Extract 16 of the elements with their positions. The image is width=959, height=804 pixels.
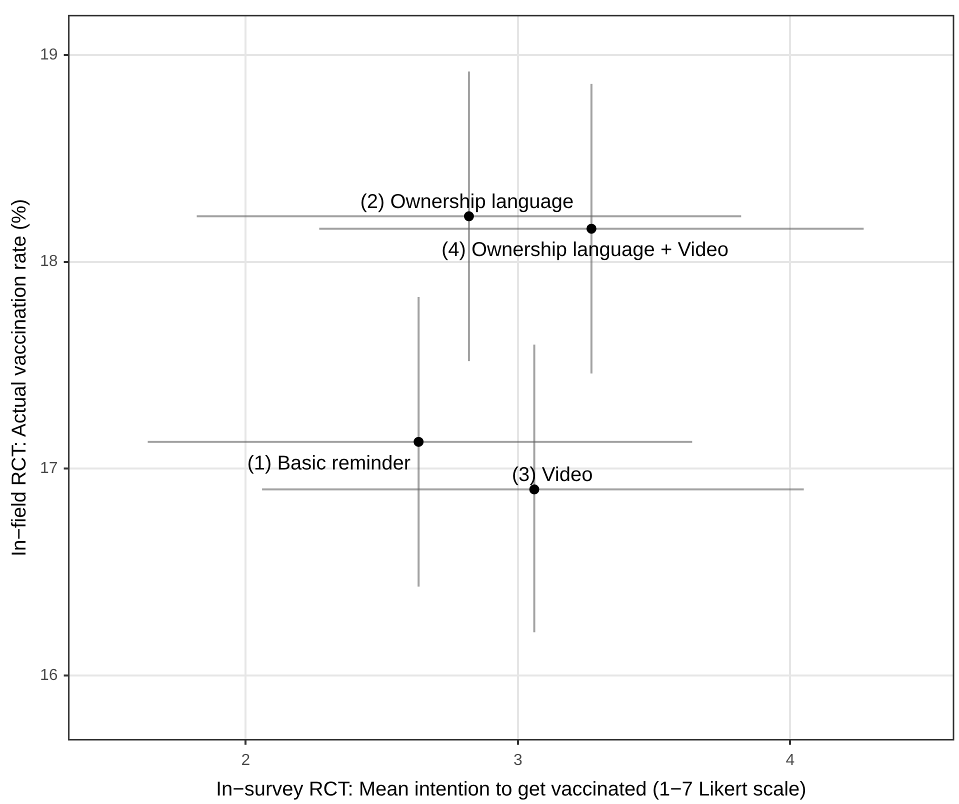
annotation: (1) Basic reminder	[247, 452, 411, 474]
annotation: (2) Ownership language	[360, 190, 574, 213]
y-tick-label: 18	[40, 253, 58, 270]
x-tick-label: 4	[786, 752, 795, 769]
y-tick-label: 16	[40, 667, 58, 684]
x-tick-label: 3	[514, 752, 522, 769]
annotation: (3) Video	[512, 464, 593, 486]
point	[414, 436, 424, 447]
y-tick-label: 19	[40, 46, 58, 64]
x-tick-label: 2	[241, 752, 250, 769]
y-tick-label: 17	[40, 460, 58, 478]
point	[529, 484, 540, 494]
annotation: (4) Ownership language + Video	[441, 239, 728, 262]
y-axis-title: In−field RCT: Actual vaccination rate (%)	[8, 199, 31, 556]
point	[586, 224, 596, 234]
x-axis-title: In−survey RCT: Mean intention to get vaccinated (1−7 Likert scale)	[216, 778, 806, 801]
